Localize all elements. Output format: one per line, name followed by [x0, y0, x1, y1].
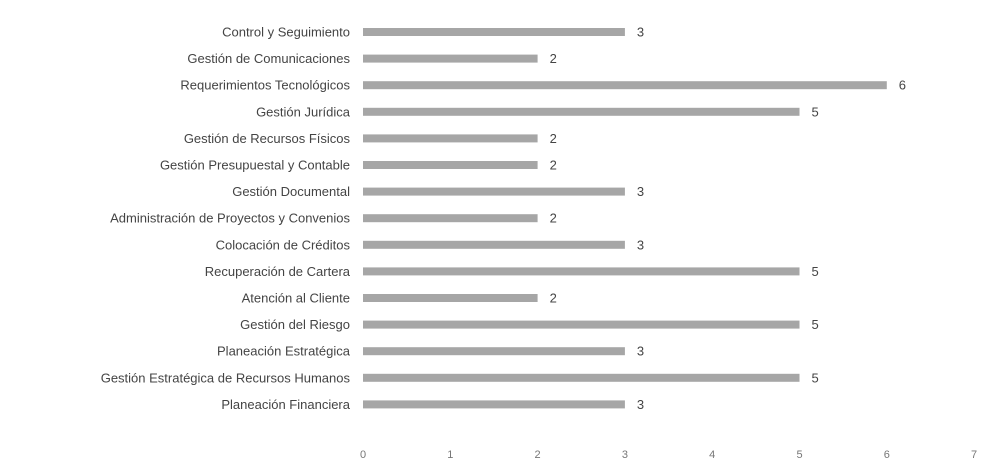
x-tick-label: 7 [971, 449, 977, 461]
x-tick-label: 4 [709, 449, 715, 461]
bar [363, 134, 538, 143]
category-label: Requerimientos Tecnológicos [180, 78, 350, 93]
category-label: Gestión Documental [232, 184, 350, 199]
category-label: Colocación de Créditos [216, 237, 351, 252]
bar [363, 294, 538, 302]
x-axis-ticks-group: 0 1 2 3 4 5 6 7 [360, 449, 977, 461]
value-label: 3 [637, 184, 644, 199]
x-tick-label: 6 [884, 449, 890, 461]
value-label: 3 [637, 25, 644, 40]
value-label: 2 [550, 158, 557, 173]
value-label: 3 [637, 237, 644, 252]
value-label: 2 [550, 51, 557, 66]
x-tick-label: 0 [360, 449, 366, 461]
bar [363, 81, 887, 90]
bar [363, 107, 800, 116]
category-label: Atención al Cliente [242, 291, 350, 306]
category-label: Planeación Estratégica [217, 344, 351, 359]
value-label: 5 [812, 264, 819, 279]
bar [363, 161, 538, 169]
category-label: Planeación Financiera [221, 397, 350, 412]
value-labels-group: 3 2 6 5 2 2 3 2 3 5 2 5 3 5 3 [550, 25, 906, 412]
value-label: 3 [637, 344, 644, 359]
value-label: 5 [812, 317, 819, 332]
value-label: 3 [637, 397, 644, 412]
category-label: Gestión del Riesgo [240, 317, 350, 332]
category-label: Gestión de Recursos Físicos [184, 131, 351, 146]
bar [363, 240, 625, 249]
category-label: Gestión de Comunicaciones [187, 51, 350, 66]
x-tick-label: 2 [535, 449, 541, 461]
bar [363, 373, 800, 382]
category-label: Gestión Estratégica de Recursos Humanos [101, 370, 351, 385]
bar [363, 187, 625, 196]
category-labels-group: Control y Seguimiento Gestión de Comunica… [101, 25, 351, 412]
bar [363, 347, 625, 356]
bar [363, 28, 625, 36]
x-tick-label: 3 [622, 449, 628, 461]
bar [363, 214, 538, 223]
bar [363, 400, 625, 409]
value-label: 2 [550, 131, 557, 146]
category-label: Recuperación de Cartera [205, 264, 351, 279]
bar [363, 267, 800, 276]
value-label: 5 [812, 104, 819, 119]
category-label: Administración de Proyectos y Convenios [110, 211, 350, 226]
value-label: 2 [550, 211, 557, 226]
value-label: 5 [812, 370, 819, 385]
value-label: 6 [899, 78, 906, 93]
value-label: 2 [550, 291, 557, 306]
bars-group [363, 28, 887, 409]
category-label: Gestión Jurídica [256, 104, 351, 119]
x-tick-label: 5 [796, 449, 802, 461]
bar [363, 320, 800, 329]
bar [363, 54, 538, 63]
category-label: Gestión Presupuestal y Contable [160, 158, 350, 173]
x-tick-label: 1 [447, 449, 453, 461]
category-label: Control y Seguimiento [222, 25, 350, 40]
